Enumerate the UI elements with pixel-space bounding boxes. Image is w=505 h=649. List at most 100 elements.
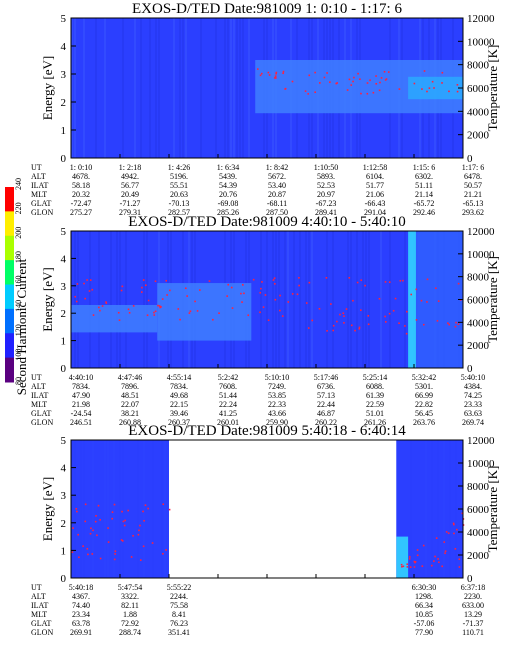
temperature-point	[457, 323, 460, 326]
texture-stripe	[119, 231, 121, 368]
temperature-point	[71, 551, 74, 553]
colorbar: Second Harmonic Current 80 100 120 140 160 18…	[5, 178, 29, 395]
table-cell: 1: 8:42	[266, 163, 288, 172]
temperature-point	[144, 504, 147, 506]
temperature-point	[267, 319, 270, 322]
temperature-point	[352, 299, 354, 302]
y2-tick-label: 8000	[467, 60, 490, 72]
texture-stripe	[260, 231, 262, 368]
texture-stripe	[140, 18, 142, 158]
temperature-point	[114, 553, 116, 555]
table-row-label: ALT	[31, 172, 46, 181]
y-tick-label: 2	[61, 97, 67, 109]
texture-stripe	[125, 231, 127, 368]
temperature-point	[343, 322, 345, 324]
colorbar-tick-label: 160	[14, 276, 23, 288]
table-cell: 49.68	[170, 391, 188, 400]
temperature-point	[132, 534, 134, 537]
temperature-point	[128, 311, 131, 314]
texture-stripe	[236, 18, 238, 158]
table-row-label: ILAT	[31, 181, 48, 190]
temperature-point	[274, 75, 277, 77]
temperature-point	[122, 520, 125, 523]
temperature-point	[415, 319, 418, 321]
temperature-point	[367, 314, 370, 317]
temperature-point	[231, 307, 234, 309]
temperature-point	[268, 74, 271, 76]
ephemeris-table: UT 1: 0:10 1: 2:18 1: 4:26 1: 6:34 1: 8:42 1:1…	[31, 163, 484, 217]
table-cell: 1: 4:26	[168, 163, 190, 172]
texture-stripe	[104, 18, 106, 158]
temperature-point	[274, 283, 276, 285]
temperature-point	[284, 88, 286, 90]
temperature-point	[359, 78, 361, 80]
temperature-point	[401, 565, 403, 568]
temperature-point	[78, 556, 80, 559]
y2-tick-label: 2000	[467, 340, 490, 352]
texture-stripe	[284, 231, 286, 368]
temperature-point	[350, 324, 353, 327]
colorbar-tick-label: 180	[14, 251, 23, 263]
temperature-point	[267, 71, 270, 74]
table-cell: 1: 0:10	[70, 163, 92, 172]
temperature-point	[437, 300, 440, 302]
temperature-point	[274, 298, 277, 301]
table-cell: 289.41	[315, 208, 337, 217]
y-tick-label: 2	[61, 518, 67, 530]
table-cell: 291.04	[364, 208, 386, 217]
table-cell: 7608.	[219, 382, 237, 391]
texture-stripe	[110, 231, 112, 368]
temperature-point	[336, 82, 338, 84]
temperature-point	[120, 289, 123, 292]
temperature-point	[426, 278, 429, 281]
temperature-point	[383, 70, 386, 73]
table-cell: 5:17:46	[314, 373, 338, 382]
table-cell: 13.29	[464, 610, 482, 619]
table-row-label: ILAT	[31, 391, 48, 400]
table-cell: 77.90	[415, 628, 433, 637]
temperature-point	[402, 279, 404, 282]
y2-axis: 0 2000 4000 6000 8000 10000 12000 Temperature […	[458, 13, 500, 165]
table-cell: 1298.	[415, 592, 433, 601]
temperature-point	[352, 80, 354, 83]
temperature-point	[273, 277, 276, 279]
texture-stripe	[248, 18, 250, 158]
data-feature	[157, 283, 252, 341]
texture-stripe	[155, 18, 157, 158]
temperature-point	[448, 90, 450, 93]
y2-tick-label: 10000	[467, 458, 495, 470]
colorbar-block	[5, 333, 14, 359]
temperature-point	[162, 552, 164, 555]
table-row-label: ALT	[31, 592, 46, 601]
temperature-point	[143, 519, 145, 522]
temperature-point	[89, 532, 92, 535]
temperature-point	[140, 291, 143, 293]
temperature-point	[99, 309, 101, 312]
temperature-point	[387, 71, 390, 73]
temperature-point	[456, 84, 459, 86]
temperature-point	[458, 566, 461, 568]
texture-stripe	[116, 231, 118, 368]
texture-stripe	[182, 18, 184, 158]
table-cell: 23.33	[464, 400, 482, 409]
colorbar-tick-label: 120	[14, 324, 23, 336]
table-cell: 57.13	[317, 391, 335, 400]
temperature-point	[158, 305, 161, 307]
texture-stripe	[74, 18, 76, 158]
table-cell: 41.25	[219, 409, 237, 418]
table-cell: 20.49	[121, 190, 139, 199]
table-cell: 51.77	[366, 181, 384, 190]
panel-3: EXOS-D/TED Date:981009 5:40:18 - 6:40:14…	[31, 423, 500, 637]
y-tick-label: 1	[61, 336, 67, 348]
table-cell: 293.62	[462, 208, 484, 217]
temperature-point	[453, 523, 455, 526]
temperature-point	[141, 286, 143, 289]
temperature-point	[420, 299, 423, 302]
texture-stripe	[266, 231, 268, 368]
temperature-point	[95, 515, 97, 517]
temperature-point	[378, 89, 381, 92]
panels: EXOS-D/TED Date:981009 1: 0:10 - 1:17: 6…	[31, 1, 500, 637]
temperature-point	[298, 284, 300, 287]
temperature-point	[264, 294, 267, 296]
